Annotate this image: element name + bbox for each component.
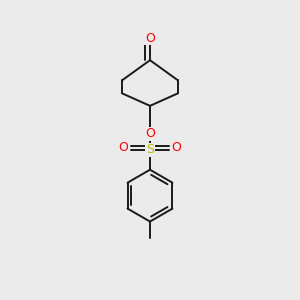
Text: O: O: [118, 141, 128, 154]
Text: S: S: [146, 143, 154, 157]
Text: O: O: [145, 32, 155, 45]
Text: O: O: [145, 127, 155, 140]
Text: O: O: [172, 141, 182, 154]
